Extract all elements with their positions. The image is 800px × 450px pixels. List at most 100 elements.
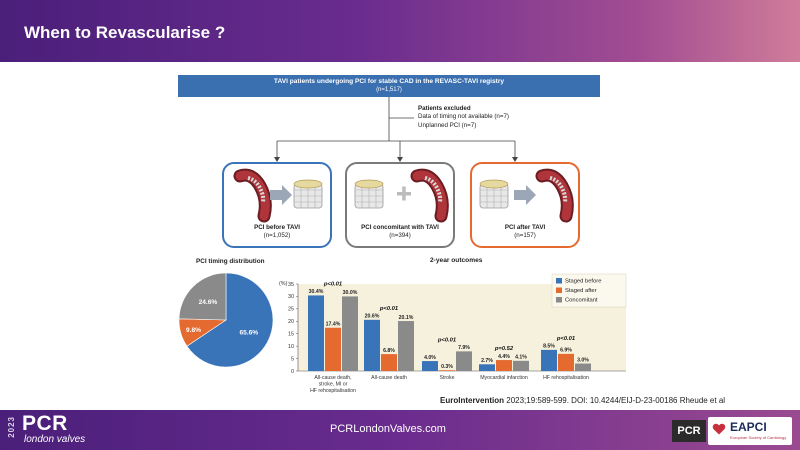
p-value-label: p<0.01 xyxy=(556,336,575,342)
bar xyxy=(398,321,414,371)
footer-url[interactable]: PCRLondonValves.com xyxy=(330,423,446,435)
stage-title: PCI after TAVI xyxy=(504,224,546,231)
bar-value-label: 6.8% xyxy=(383,348,395,354)
p-value-label: p<0.01 xyxy=(437,337,456,343)
bar xyxy=(456,351,472,371)
x-tick-label: All-cause death, xyxy=(314,375,351,381)
pie-slice xyxy=(178,272,227,321)
bar xyxy=(496,360,512,371)
footer-banner: 2023 PCR london valves PCRLondonValves.c… xyxy=(0,410,800,450)
legend-entry: Concomitant xyxy=(565,298,598,304)
y-tick-label: 25 xyxy=(288,307,294,313)
stage-count: (n=157) xyxy=(514,232,536,239)
registry-box: TAVI patients undergoing PCI for stable … xyxy=(178,75,600,97)
pie-title: PCI timing distribution xyxy=(196,258,265,265)
citation-details: 2023;19:589-599. DOI: 10.4244/EIJ-D-23-0… xyxy=(504,396,726,405)
illustration-after xyxy=(479,168,574,223)
eapci-logo: EAPCI European Society of Cardiology xyxy=(708,417,792,445)
bar xyxy=(439,370,455,371)
bar-value-label: 6.9% xyxy=(560,348,572,354)
y-tick-label: 30 xyxy=(288,294,294,300)
registry-count: (n=1,517) xyxy=(376,87,402,93)
bar xyxy=(513,360,529,371)
bar xyxy=(381,354,397,371)
stage-box-after: PCI after TAVI (n=157) xyxy=(470,162,580,248)
bar-chart: (%)0510152025303530.4%17.4%30.0%p<0.01Al… xyxy=(279,273,627,394)
heart-icon xyxy=(712,423,726,435)
bar xyxy=(325,327,341,371)
legend-swatch xyxy=(556,287,562,293)
artery-stent-icon xyxy=(233,168,272,223)
p-value-label: p=0.52 xyxy=(494,346,514,352)
stage-label-after: PCI after TAVI (n=157) xyxy=(472,224,578,240)
citation-journal: EuroIntervention xyxy=(440,396,505,405)
pcr-logo: PCR xyxy=(22,412,68,435)
p-value-label: p<0.01 xyxy=(323,281,342,287)
pie-slice xyxy=(186,272,274,368)
bar xyxy=(422,361,438,371)
bar xyxy=(342,296,358,371)
y-tick-label: 10 xyxy=(288,344,294,350)
pie-slice-label: 24.6% xyxy=(199,299,218,306)
x-tick-label: Myocardial infarction xyxy=(480,375,528,381)
pcr-logo-subtitle: london valves xyxy=(24,434,86,445)
bar-value-label: 30.4% xyxy=(309,289,324,295)
x-tick-label: stroke, MI or xyxy=(319,382,348,388)
bar-value-label: 4.0% xyxy=(424,355,436,361)
bar xyxy=(479,364,495,371)
x-tick-label: Stroke xyxy=(440,375,455,381)
eapci-text: EAPCI xyxy=(730,420,767,434)
artery-stent-icon xyxy=(535,168,574,223)
stage-title: PCI concomitant with TAVI xyxy=(361,224,439,231)
arrow-right-icon xyxy=(514,185,536,205)
bar-value-label: 8.5% xyxy=(543,344,555,350)
y-tick-label: 0 xyxy=(291,369,294,375)
excluded-title: Patients excluded xyxy=(418,105,471,112)
pie-chart: 65.6% 9.8% 24.6% xyxy=(178,272,274,368)
p-value-label: p<0.01 xyxy=(379,306,398,312)
artery-stent-icon xyxy=(410,168,449,223)
stage-count: (n=1,052) xyxy=(263,232,291,239)
y-axis-label: (%) xyxy=(279,281,288,287)
bar-value-label: 7.9% xyxy=(458,345,470,351)
stage-title: PCI before TAVI xyxy=(254,224,300,231)
bar-value-label: 0.3% xyxy=(441,364,453,370)
illustration-concomitant xyxy=(354,168,449,223)
eapci-subtitle: European Society of Cardiology xyxy=(730,435,787,440)
bar-value-label: 4.1% xyxy=(515,355,527,361)
bar-value-label: 17.4% xyxy=(326,322,341,328)
bar xyxy=(364,319,380,371)
legend-swatch xyxy=(556,297,562,303)
stage-label-concomitant: PCI concomitant with TAVI (n=394) xyxy=(347,224,453,240)
bar xyxy=(558,353,574,371)
y-tick-label: 20 xyxy=(288,319,294,325)
legend-entry: Staged before xyxy=(565,279,601,285)
x-tick-label: All-cause death xyxy=(371,375,407,381)
bar xyxy=(541,349,557,371)
chart-title: 2-year outcomes xyxy=(430,257,483,264)
bar-value-label: 3.0% xyxy=(577,357,589,363)
stage-box-concomitant: PCI concomitant with TAVI (n=394) xyxy=(345,162,455,248)
y-tick-label: 5 xyxy=(291,356,294,362)
bar-value-label: 2.7% xyxy=(481,358,493,364)
page-title: When to Revascularise ? xyxy=(24,23,226,42)
bar-value-label: 30.0% xyxy=(343,290,358,296)
header-banner: When to Revascularise ? xyxy=(0,0,800,62)
excluded-item: Unplanned PCI (n=7) xyxy=(418,121,477,129)
plus-icon xyxy=(397,186,411,201)
y-tick-label: 35 xyxy=(288,282,294,288)
x-tick-label: HF rehospitalisation xyxy=(310,388,356,394)
tavi-valve-icon xyxy=(479,179,509,209)
pie-slice-label: 65.6% xyxy=(239,330,258,337)
stage-box-before: PCI before TAVI (n=1,052) xyxy=(222,162,332,248)
excluded-block: Patients excluded Data of timing not ava… xyxy=(418,105,509,130)
bar-value-label: 20.6% xyxy=(365,314,380,320)
bar-value-label: 20.1% xyxy=(399,315,414,321)
excluded-item: Data of timing not available (n=7) xyxy=(418,113,509,121)
illustration-before xyxy=(233,168,323,223)
arrow-right-icon xyxy=(270,185,292,205)
bar-value-label: 4.4% xyxy=(498,354,510,360)
bar xyxy=(308,295,324,371)
legend-swatch xyxy=(556,278,562,284)
footer-year: 2023 xyxy=(7,416,16,438)
